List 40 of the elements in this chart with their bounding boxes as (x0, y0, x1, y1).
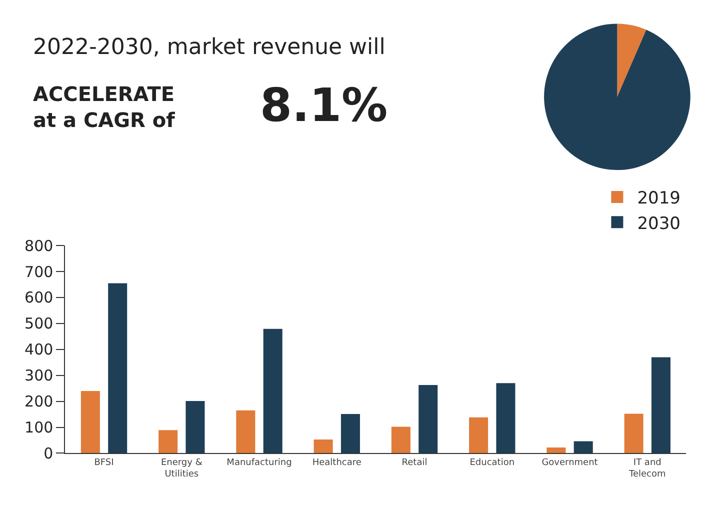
bar (391, 426, 410, 454)
x-tick-label: Education (470, 458, 515, 468)
text: ACCELERATE at a CAGR of (33, 82, 176, 132)
y-tick-label: 600 (24, 288, 54, 307)
text: 8.1% (260, 78, 388, 132)
bar (546, 448, 566, 454)
bar (186, 401, 205, 454)
bar (624, 414, 644, 454)
bar (236, 410, 256, 454)
y-tick-label: 0 (44, 444, 54, 462)
pie-slice (617, 24, 646, 97)
bar (651, 357, 670, 454)
bar (80, 390, 100, 454)
x-tick-label: Manufacturing (226, 458, 292, 468)
y-tick-label: 800 (24, 236, 54, 255)
bar (469, 417, 488, 454)
bar (340, 414, 360, 454)
x-tick-label: Energy & Utilities (160, 458, 202, 480)
legend-label: 2030 (637, 214, 680, 234)
y-tick-label: 700 (24, 262, 54, 281)
x-tick-label: Retail (402, 458, 428, 468)
x-tick-label: IT and Telecom (628, 458, 666, 480)
bar (263, 328, 282, 454)
bar (574, 441, 593, 454)
bar (418, 384, 438, 454)
x-tick-label: Healthcare (312, 458, 362, 468)
y-tick-label: 500 (24, 314, 54, 333)
x-tick-label: Government (542, 458, 598, 468)
legend-label: 2019 (637, 188, 680, 209)
pie-slice (544, 24, 690, 170)
x-tick-label: BFSI (94, 458, 114, 468)
y-tick-label: 100 (24, 418, 54, 437)
bar (108, 283, 128, 454)
bar (158, 430, 178, 454)
y-tick-label: 400 (24, 340, 54, 359)
bar (496, 383, 516, 454)
bar (314, 439, 333, 454)
y-tick-label: 200 (24, 392, 54, 411)
y-tick-label: 300 (24, 366, 54, 385)
text: 2022-2030, market revenue will (33, 35, 386, 60)
